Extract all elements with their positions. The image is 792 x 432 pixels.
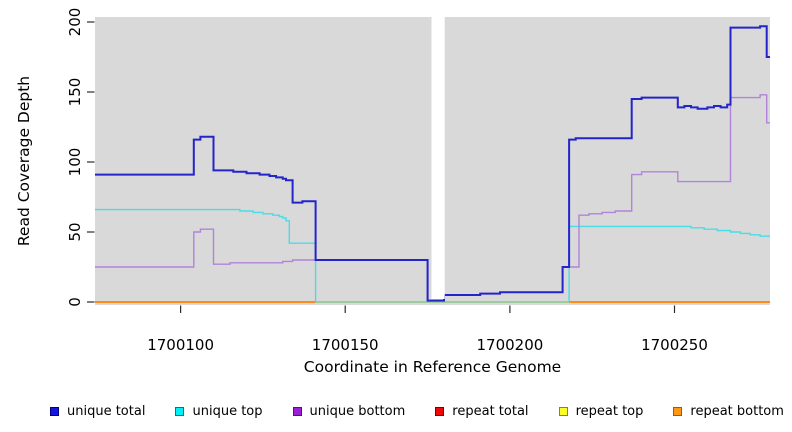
masked-region bbox=[431, 16, 445, 299]
x-tick-label: 1700150 bbox=[312, 336, 379, 354]
legend-label: repeat total bbox=[452, 403, 529, 419]
y-tick-label: 0 bbox=[66, 297, 84, 307]
x-axis-title: Coordinate in Reference Genome bbox=[304, 358, 561, 376]
legend-label: unique total bbox=[67, 403, 146, 419]
legend-swatch-repeat-total bbox=[435, 406, 445, 416]
series-line-unique-top bbox=[95, 208, 770, 303]
legend-label: unique top bbox=[192, 403, 263, 419]
chart-legend: unique total unique top unique bottom repea… bbox=[0, 397, 792, 425]
legend-swatch-repeat-top bbox=[558, 406, 568, 416]
legend-swatch-repeat-bottom bbox=[673, 406, 683, 416]
x-tick-label: 1700100 bbox=[147, 336, 214, 354]
y-axis-title: Read Coverage Depth bbox=[15, 76, 33, 246]
legend-label: repeat top bbox=[575, 403, 644, 419]
legend-item-unique-bottom: unique bottom bbox=[292, 403, 406, 419]
legend-label: unique bottom bbox=[309, 403, 406, 419]
legend-swatch-unique-total bbox=[50, 406, 59, 416]
y-tick-label: 200 bbox=[66, 8, 84, 37]
legend-item-unique-total: unique total bbox=[50, 404, 145, 419]
y-tick-label: 50 bbox=[66, 222, 84, 241]
x-tick-label: 1700250 bbox=[641, 336, 708, 354]
legend-label: repeat bottom bbox=[690, 403, 784, 419]
coverage-plot: 0 50 100 150 200 1700100 1700150 1700200 1700250… bbox=[15, 8, 770, 376]
y-tick-label: 150 bbox=[66, 78, 84, 107]
legend-swatch-unique-top bbox=[175, 406, 185, 416]
x-tick-label: 1700200 bbox=[476, 336, 543, 354]
y-tick-label: 100 bbox=[66, 148, 84, 177]
legend-item-repeat-total: repeat total bbox=[435, 403, 529, 419]
legend-item-repeat-top: repeat top bbox=[558, 403, 644, 419]
legend-item-repeat-bottom: repeat bottom bbox=[673, 404, 784, 419]
legend-swatch-unique-bottom bbox=[292, 406, 302, 416]
legend-item-unique-top: unique top bbox=[175, 403, 263, 419]
series-line-unique-total bbox=[95, 25, 770, 302]
